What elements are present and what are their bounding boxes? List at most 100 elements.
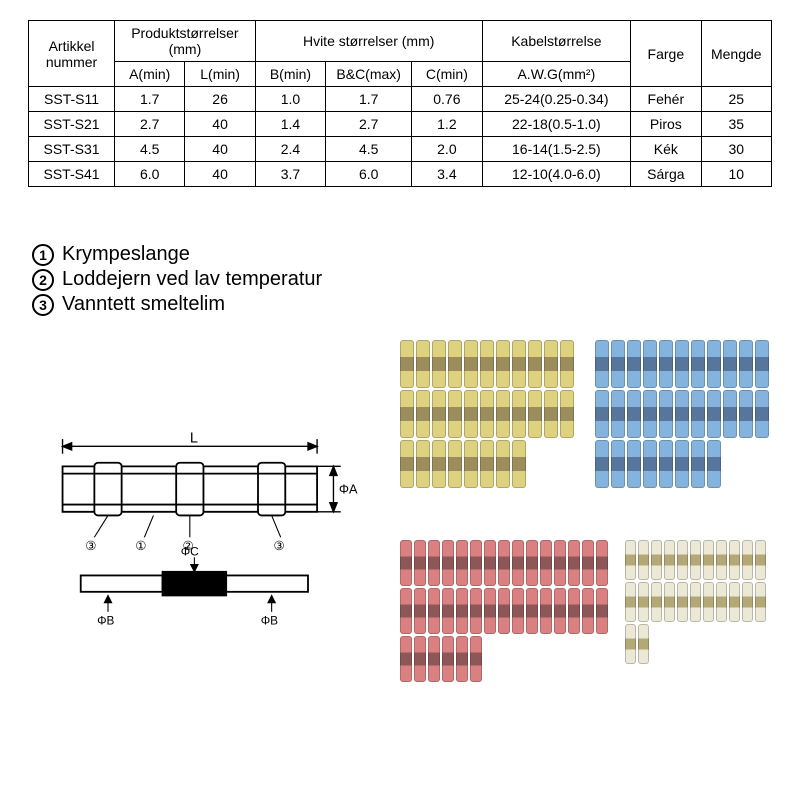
connector xyxy=(595,340,609,388)
connector xyxy=(448,390,462,438)
connector xyxy=(470,636,482,682)
connector xyxy=(428,636,440,682)
column-group-header: Artikkelnummer xyxy=(29,21,115,87)
connector xyxy=(651,540,662,580)
connector xyxy=(675,390,689,438)
connector xyxy=(480,390,494,438)
connector xyxy=(498,588,510,634)
callout-3a: ③ xyxy=(85,538,96,553)
connector xyxy=(703,540,714,580)
connector xyxy=(742,540,753,580)
connector xyxy=(690,540,701,580)
connector xyxy=(456,588,468,634)
connector xyxy=(691,340,705,388)
connector xyxy=(707,440,721,488)
table-cell: 22-18(0.5-1.0) xyxy=(482,112,631,137)
connector xyxy=(582,588,594,634)
connector xyxy=(428,588,440,634)
connector xyxy=(416,440,430,488)
column-sub-header: A(min) xyxy=(115,62,185,87)
column-sub-header: A.W.G(mm²) xyxy=(482,62,631,87)
column-group-header: Produktstørrelser(mm) xyxy=(115,21,256,62)
connector-group xyxy=(400,340,585,490)
column-group-header: Hvite størrelser (mm) xyxy=(255,21,482,62)
connector xyxy=(596,588,608,634)
connector xyxy=(739,390,753,438)
connector xyxy=(675,340,689,388)
connector xyxy=(512,588,524,634)
connector xyxy=(582,540,594,586)
table-cell: 1.2 xyxy=(412,112,482,137)
table-cell: 3.7 xyxy=(255,162,325,187)
connector xyxy=(400,390,414,438)
connector xyxy=(691,390,705,438)
table-row: SST-S416.0403.76.03.412-10(4.0-6.0)Sárga… xyxy=(29,162,772,187)
table-cell: 2.7 xyxy=(326,112,412,137)
connector xyxy=(638,540,649,580)
connector xyxy=(496,440,510,488)
connector xyxy=(664,582,675,622)
legend-label: Loddejern ved lav temperatur xyxy=(62,268,322,291)
connector xyxy=(675,440,689,488)
table-cell: 6.0 xyxy=(115,162,185,187)
table-cell: 16-14(1.5-2.5) xyxy=(482,137,631,162)
connector xyxy=(498,540,510,586)
column-group-header: Farge xyxy=(631,21,701,87)
connector xyxy=(480,440,494,488)
connector xyxy=(540,540,552,586)
connector xyxy=(554,588,566,634)
connector xyxy=(512,440,526,488)
connector xyxy=(470,588,482,634)
connector xyxy=(432,340,446,388)
connector xyxy=(638,624,649,664)
legend-badge: 1 xyxy=(32,244,54,266)
table-cell: 25-24(0.25-0.34) xyxy=(482,87,631,112)
table-cell: 10 xyxy=(701,162,771,187)
connector xyxy=(627,340,641,388)
connector xyxy=(456,540,468,586)
dim-label-L: L xyxy=(190,431,198,447)
table-cell: SST-S21 xyxy=(29,112,115,137)
connector xyxy=(677,540,688,580)
table-cell: SST-S11 xyxy=(29,87,115,112)
connector xyxy=(512,340,526,388)
connector xyxy=(568,588,580,634)
connector xyxy=(400,540,412,586)
table-cell: 3.4 xyxy=(412,162,482,187)
connector xyxy=(512,390,526,438)
connector xyxy=(707,340,721,388)
connector xyxy=(560,340,574,388)
dim-label-B-left: ΦB xyxy=(97,614,114,628)
connector xyxy=(611,340,625,388)
column-sub-header: B&C(max) xyxy=(326,62,412,87)
connector xyxy=(432,440,446,488)
legend-item: 1Krympeslange xyxy=(32,243,772,266)
connector xyxy=(470,540,482,586)
connector xyxy=(432,390,446,438)
connector xyxy=(627,390,641,438)
connector xyxy=(690,582,701,622)
connector xyxy=(428,540,440,586)
table-cell: 4.5 xyxy=(326,137,412,162)
connector xyxy=(625,540,636,580)
connector xyxy=(691,440,705,488)
connector xyxy=(464,390,478,438)
table-cell: 0.76 xyxy=(412,87,482,112)
table-cell: 1.4 xyxy=(255,112,325,137)
connector xyxy=(755,390,769,438)
connector xyxy=(400,636,412,682)
connector xyxy=(414,540,426,586)
table-header-row-1: ArtikkelnummerProduktstørrelser(mm)Hvite… xyxy=(29,21,772,62)
connector xyxy=(643,390,657,438)
legend-label: Vanntett smeltelim xyxy=(62,293,225,316)
specification-table: ArtikkelnummerProduktstørrelser(mm)Hvite… xyxy=(28,20,772,187)
connector xyxy=(664,540,675,580)
connector xyxy=(464,440,478,488)
connector xyxy=(625,582,636,622)
callout-1: ① xyxy=(135,538,146,553)
dim-label-B-right: ΦB xyxy=(261,614,278,628)
table-cell: 40 xyxy=(185,162,255,187)
connector-group xyxy=(595,340,780,490)
connector xyxy=(526,540,538,586)
connector xyxy=(416,390,430,438)
